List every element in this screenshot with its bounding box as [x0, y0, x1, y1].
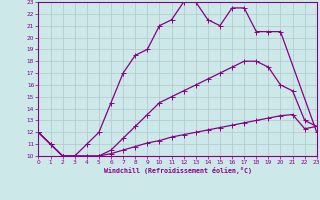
X-axis label: Windchill (Refroidissement éolien,°C): Windchill (Refroidissement éolien,°C) — [104, 167, 252, 174]
